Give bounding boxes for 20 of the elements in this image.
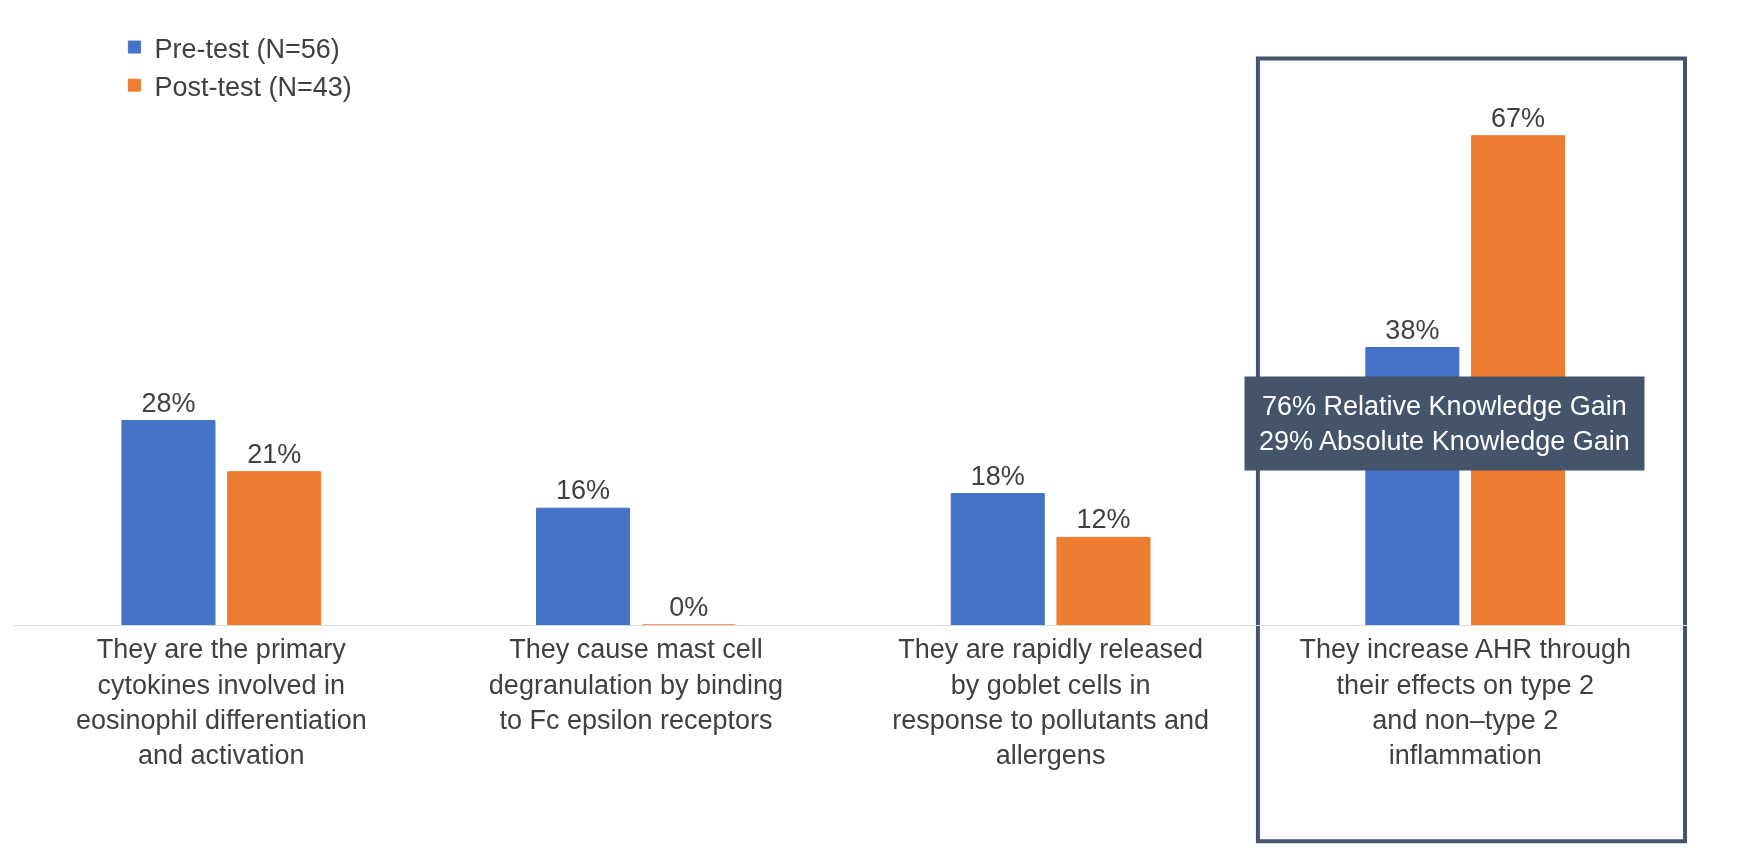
data-label: 28% [141, 387, 196, 418]
data-label: 0% [669, 592, 709, 622]
bar [950, 493, 1045, 625]
data-label: 18% [970, 460, 1025, 491]
data-label: 16% [556, 475, 611, 506]
annotation: 76% Relative Knowledge Gain 29% Absolute Knowledge Gain [1259, 391, 1630, 457]
legend-label: Post-test (N=43) [154, 71, 352, 102]
legend-label: Pre-test (N=56) [154, 33, 340, 64]
bar [1056, 536, 1151, 625]
data-label: 67% [1491, 102, 1546, 133]
x-tick-label: They are rapidly released by goblet cells in response to pollutants and allergens [892, 634, 1209, 770]
bar [121, 420, 216, 625]
bar [536, 507, 631, 625]
x-tick-label: They cause mast cell degranulation by binding to Fc epsilon receptors [488, 634, 784, 735]
x-tick-label: They are the primary cytokines involved in eosinophil differentiation and activation [75, 634, 367, 770]
x-tick-label: They increase AHR through their effects on type 2 and non–type 2 inflammation [1299, 634, 1632, 770]
bar [227, 471, 322, 625]
data-label: 38% [1385, 314, 1440, 345]
data-label: 21% [247, 438, 302, 469]
data-label: 12% [1076, 504, 1131, 535]
